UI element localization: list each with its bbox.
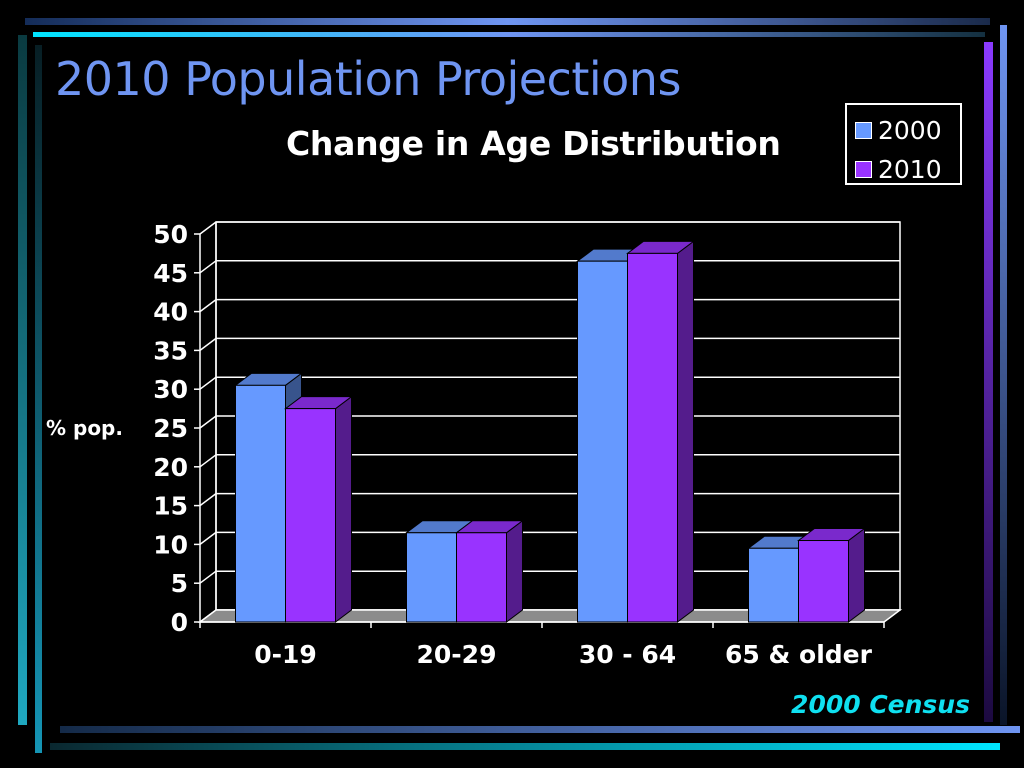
- bar-2010-65-older: [798, 540, 849, 623]
- x-tick-label-20-29: 20-29: [417, 640, 497, 669]
- frame-top-accent-bar: [33, 32, 985, 37]
- y-tick-label-10: 10: [153, 530, 188, 559]
- source-note: 2000 Census: [791, 690, 970, 719]
- y-tick-label-30: 30: [153, 375, 188, 404]
- y-tick-label-20: 20: [153, 453, 188, 482]
- bar-2010-30-64-side: [677, 240, 694, 623]
- x-tick-label-0-19: 0-19: [254, 640, 317, 669]
- bar-2010-20-29-side: [506, 519, 523, 623]
- bar-2000-0-19: [235, 384, 286, 623]
- bar-2010-0-19-side: [335, 395, 352, 623]
- side-wall-line: [199, 221, 217, 235]
- side-wall-line: [199, 570, 217, 584]
- bar-2010-20-29: [456, 532, 507, 623]
- x-tick-label-30-64: 30 - 64: [579, 640, 676, 669]
- y-tick-label-35: 35: [153, 336, 188, 365]
- frame-left-bar: [18, 35, 27, 725]
- bar-2000-20-29: [406, 532, 457, 623]
- side-wall-line: [199, 260, 217, 274]
- side-wall-line: [199, 454, 217, 468]
- side-wall-line: [199, 337, 217, 351]
- legend-swatch-2000: [855, 121, 872, 139]
- y-tick-label-40: 40: [153, 298, 188, 327]
- legend-swatch-2010: [855, 160, 872, 178]
- x-tick-label-65-older: 65 & older: [725, 640, 873, 669]
- frame-bottom-bar: [60, 726, 1020, 733]
- y-tick-label-45: 45: [153, 259, 188, 288]
- bar-2000-30-64: [577, 260, 628, 623]
- y-tick-label-5: 5: [171, 569, 188, 598]
- legend-item-2010: 2010: [855, 154, 942, 184]
- legend-label-2000: 2000: [878, 115, 942, 145]
- legend-item-2000: 2000: [855, 115, 942, 145]
- bar-2010-30-64: [627, 252, 678, 623]
- bar-2010-0-19: [285, 408, 336, 623]
- y-tick-label-0: 0: [171, 608, 188, 637]
- y-axis-label: % pop.: [46, 416, 123, 440]
- side-wall-line: [199, 415, 217, 429]
- side-wall-line: [199, 493, 217, 507]
- bar-2010-65-older-side: [848, 527, 865, 623]
- side-wall-line: [199, 531, 217, 546]
- side-wall-line: [199, 299, 217, 313]
- chart-title: Change in Age Distribution: [286, 124, 781, 163]
- frame-left-accent-bar: [35, 45, 42, 753]
- slide-title: 2010 Population Projections: [55, 52, 681, 106]
- frame-right-accent-bar: [1000, 25, 1007, 725]
- side-wall-line: [199, 376, 217, 390]
- legend-label-2010: 2010: [878, 154, 942, 184]
- frame-bottom-accent-bar: [50, 743, 1000, 750]
- chart-legend: 2000 2010: [845, 103, 962, 185]
- frame-right-bar: [984, 42, 993, 722]
- y-tick-label-25: 25: [153, 414, 188, 443]
- y-tick-label-15: 15: [153, 492, 188, 521]
- bar-2000-65-older: [748, 547, 799, 623]
- y-tick-label-50: 50: [153, 220, 188, 249]
- frame-top-bar: [25, 18, 990, 25]
